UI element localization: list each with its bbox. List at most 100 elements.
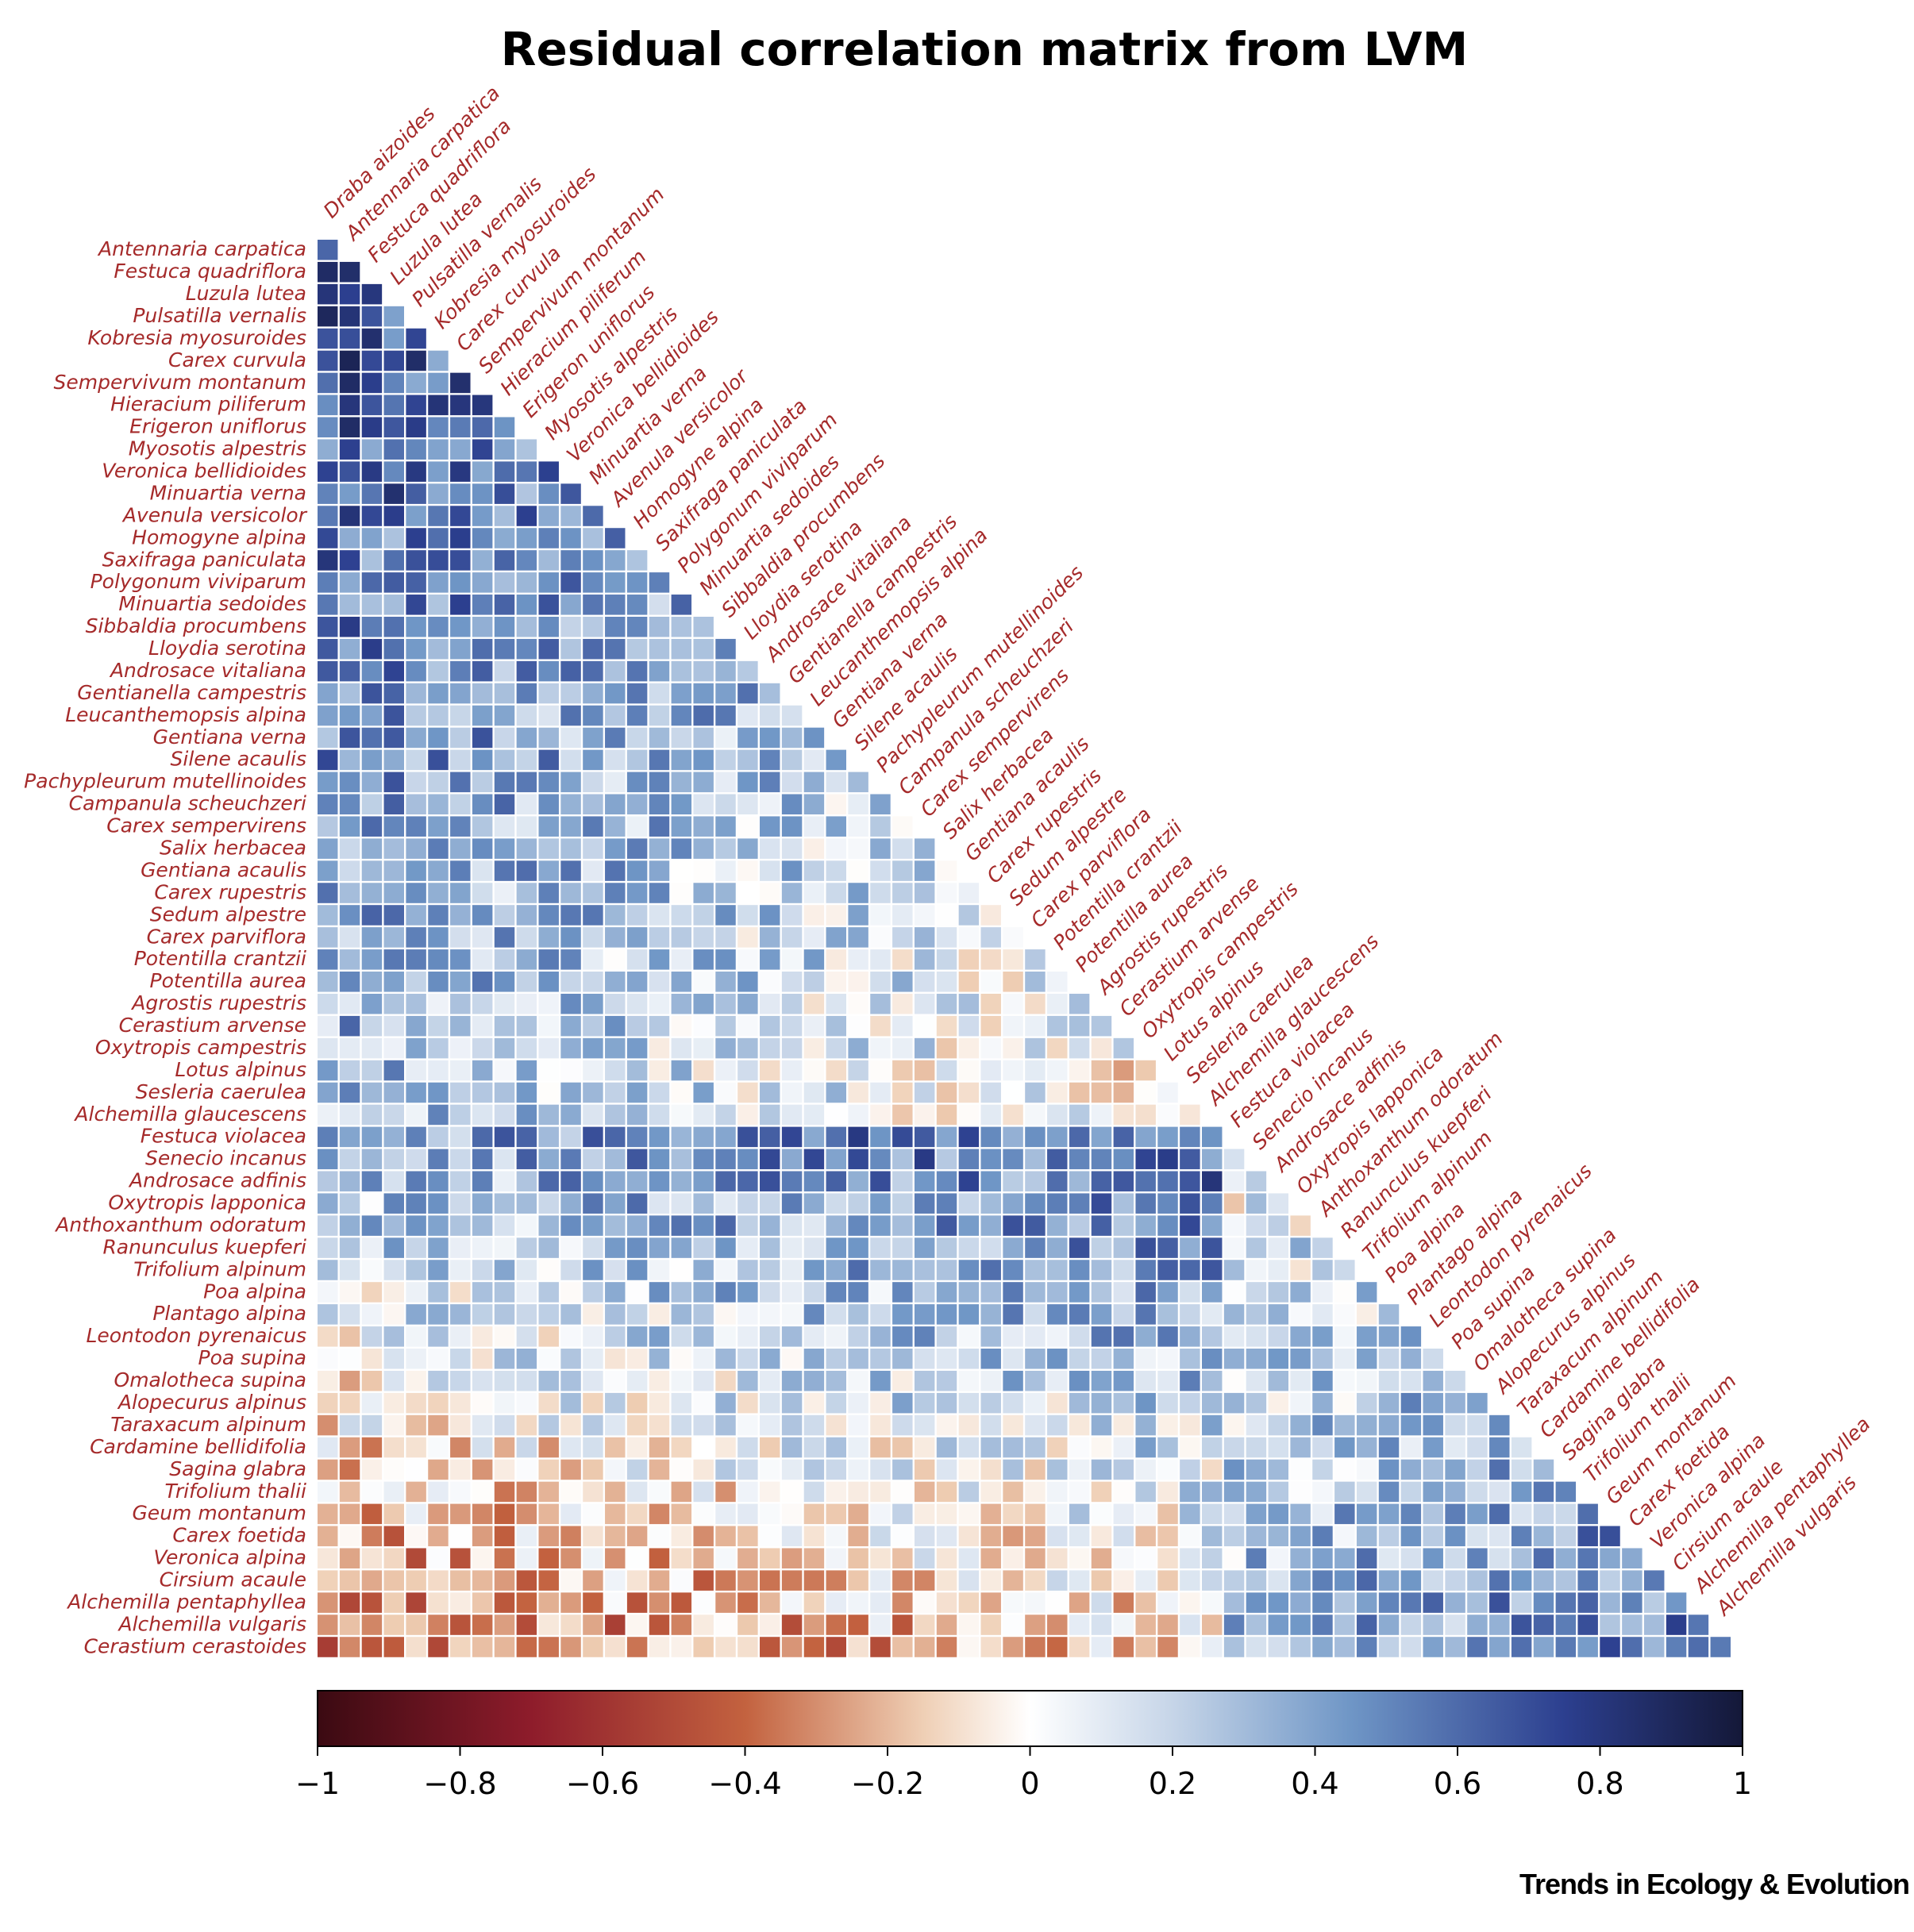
heatmap-cell xyxy=(958,1503,980,1525)
heatmap-cell xyxy=(892,1126,913,1148)
heatmap-cell xyxy=(1378,1414,1400,1436)
heatmap-cell xyxy=(693,1614,714,1635)
heatmap-cell xyxy=(737,860,758,881)
heatmap-cell xyxy=(826,1370,846,1391)
heatmap-cell xyxy=(1069,1171,1090,1192)
heatmap-cell xyxy=(1378,1437,1400,1458)
heatmap-cell xyxy=(472,1126,493,1148)
heatmap-cell xyxy=(560,572,581,593)
heatmap-cell xyxy=(671,1171,692,1192)
heatmap-cell xyxy=(605,550,626,571)
heatmap-cell xyxy=(516,705,537,726)
heatmap-cell xyxy=(760,1260,780,1280)
heatmap-cell xyxy=(1202,1149,1223,1170)
heatmap-cell xyxy=(1025,1215,1046,1236)
heatmap-cell xyxy=(980,1392,1001,1414)
heatmap-cell xyxy=(1047,1437,1068,1458)
heatmap-cell xyxy=(626,660,648,682)
heatmap-cell xyxy=(1356,1503,1377,1525)
heatmap-cell xyxy=(339,394,360,416)
heatmap-cell xyxy=(892,1526,913,1547)
heatmap-cell xyxy=(583,705,603,726)
heatmap-cell xyxy=(383,394,404,416)
heatmap-cell xyxy=(1423,1370,1443,1391)
heatmap-cell xyxy=(826,1126,846,1148)
heatmap-cell xyxy=(626,1104,648,1126)
heatmap-cell xyxy=(1157,1304,1178,1325)
heatmap-cell xyxy=(583,638,603,660)
heatmap-cell xyxy=(1423,1637,1443,1657)
heatmap-cell xyxy=(693,838,714,859)
heatmap-cell xyxy=(1445,1503,1465,1525)
heatmap-cell xyxy=(1555,1637,1577,1657)
heatmap-cell xyxy=(693,638,714,660)
heatmap-cell xyxy=(318,1503,338,1525)
heatmap-cell xyxy=(428,1060,449,1081)
heatmap-cell xyxy=(892,816,913,837)
heatmap-cell xyxy=(361,372,383,394)
heatmap-cell xyxy=(693,1215,714,1236)
heatmap-cell xyxy=(1489,1614,1510,1635)
heatmap-cell xyxy=(406,705,426,726)
heatmap-cell xyxy=(737,1015,758,1037)
heatmap-cell xyxy=(1202,1237,1223,1258)
heatmap-cell xyxy=(649,1171,670,1192)
heatmap-cell xyxy=(936,1326,957,1347)
heatmap-cell xyxy=(538,1637,559,1657)
heatmap-cell xyxy=(848,1149,868,1170)
heatmap-cell xyxy=(848,883,868,903)
heatmap-cell xyxy=(892,1215,913,1236)
heatmap-cell xyxy=(516,1459,537,1480)
heatmap-cell xyxy=(361,883,383,903)
heatmap-cell xyxy=(406,439,426,460)
heatmap-cell xyxy=(339,794,360,815)
heatmap-cell xyxy=(494,1171,515,1192)
heatmap-cell xyxy=(428,1592,449,1613)
heatmap-cell xyxy=(318,616,338,637)
heatmap-cell xyxy=(626,1414,648,1436)
heatmap-cell xyxy=(494,572,515,593)
heatmap-cell xyxy=(626,1459,648,1480)
heatmap-cell xyxy=(826,1171,846,1192)
heatmap-cell xyxy=(826,1193,846,1214)
heatmap-cell xyxy=(914,1282,935,1303)
heatmap-cell xyxy=(1423,1614,1443,1635)
heatmap-cell xyxy=(1003,1637,1023,1657)
heatmap-cell xyxy=(1268,1592,1288,1613)
heatmap-cell xyxy=(892,1082,913,1103)
heatmap-cell xyxy=(826,993,846,1014)
heatmap-cell xyxy=(339,328,360,349)
heatmap-cell xyxy=(605,528,626,548)
heatmap-cell xyxy=(428,350,449,371)
heatmap-cell xyxy=(958,993,980,1014)
heatmap-cell xyxy=(892,1282,913,1303)
heatmap-cell xyxy=(693,1548,714,1568)
heatmap-cell xyxy=(1003,1548,1023,1568)
row-label: Minuartia verna xyxy=(150,482,306,505)
heatmap-cell xyxy=(671,727,692,749)
heatmap-cell xyxy=(626,1570,648,1591)
heatmap-cell xyxy=(980,1326,1001,1347)
heatmap-cell xyxy=(450,1282,471,1303)
heatmap-cell xyxy=(1312,1282,1333,1303)
heatmap-cell xyxy=(318,1614,338,1635)
heatmap-cell xyxy=(1223,1592,1245,1613)
heatmap-cell xyxy=(1400,1349,1422,1369)
heatmap-cell xyxy=(936,905,957,926)
heatmap-cell xyxy=(1312,1503,1333,1525)
heatmap-cell xyxy=(1135,1349,1156,1369)
heatmap-cell xyxy=(826,772,846,793)
heatmap-cell xyxy=(760,1437,780,1458)
heatmap-cell xyxy=(914,1392,935,1414)
heatmap-cell xyxy=(1246,1171,1267,1192)
heatmap-cell xyxy=(1268,1349,1288,1369)
heatmap-cell xyxy=(538,528,559,548)
heatmap-cell xyxy=(1069,1503,1090,1525)
heatmap-cell xyxy=(626,1503,648,1525)
heatmap-cell xyxy=(538,949,559,970)
heatmap-cell xyxy=(870,1304,891,1325)
heatmap-cell xyxy=(1223,1637,1245,1657)
heatmap-cell xyxy=(605,1326,626,1347)
heatmap-cell xyxy=(1047,1459,1068,1480)
heatmap-cell xyxy=(494,794,515,815)
